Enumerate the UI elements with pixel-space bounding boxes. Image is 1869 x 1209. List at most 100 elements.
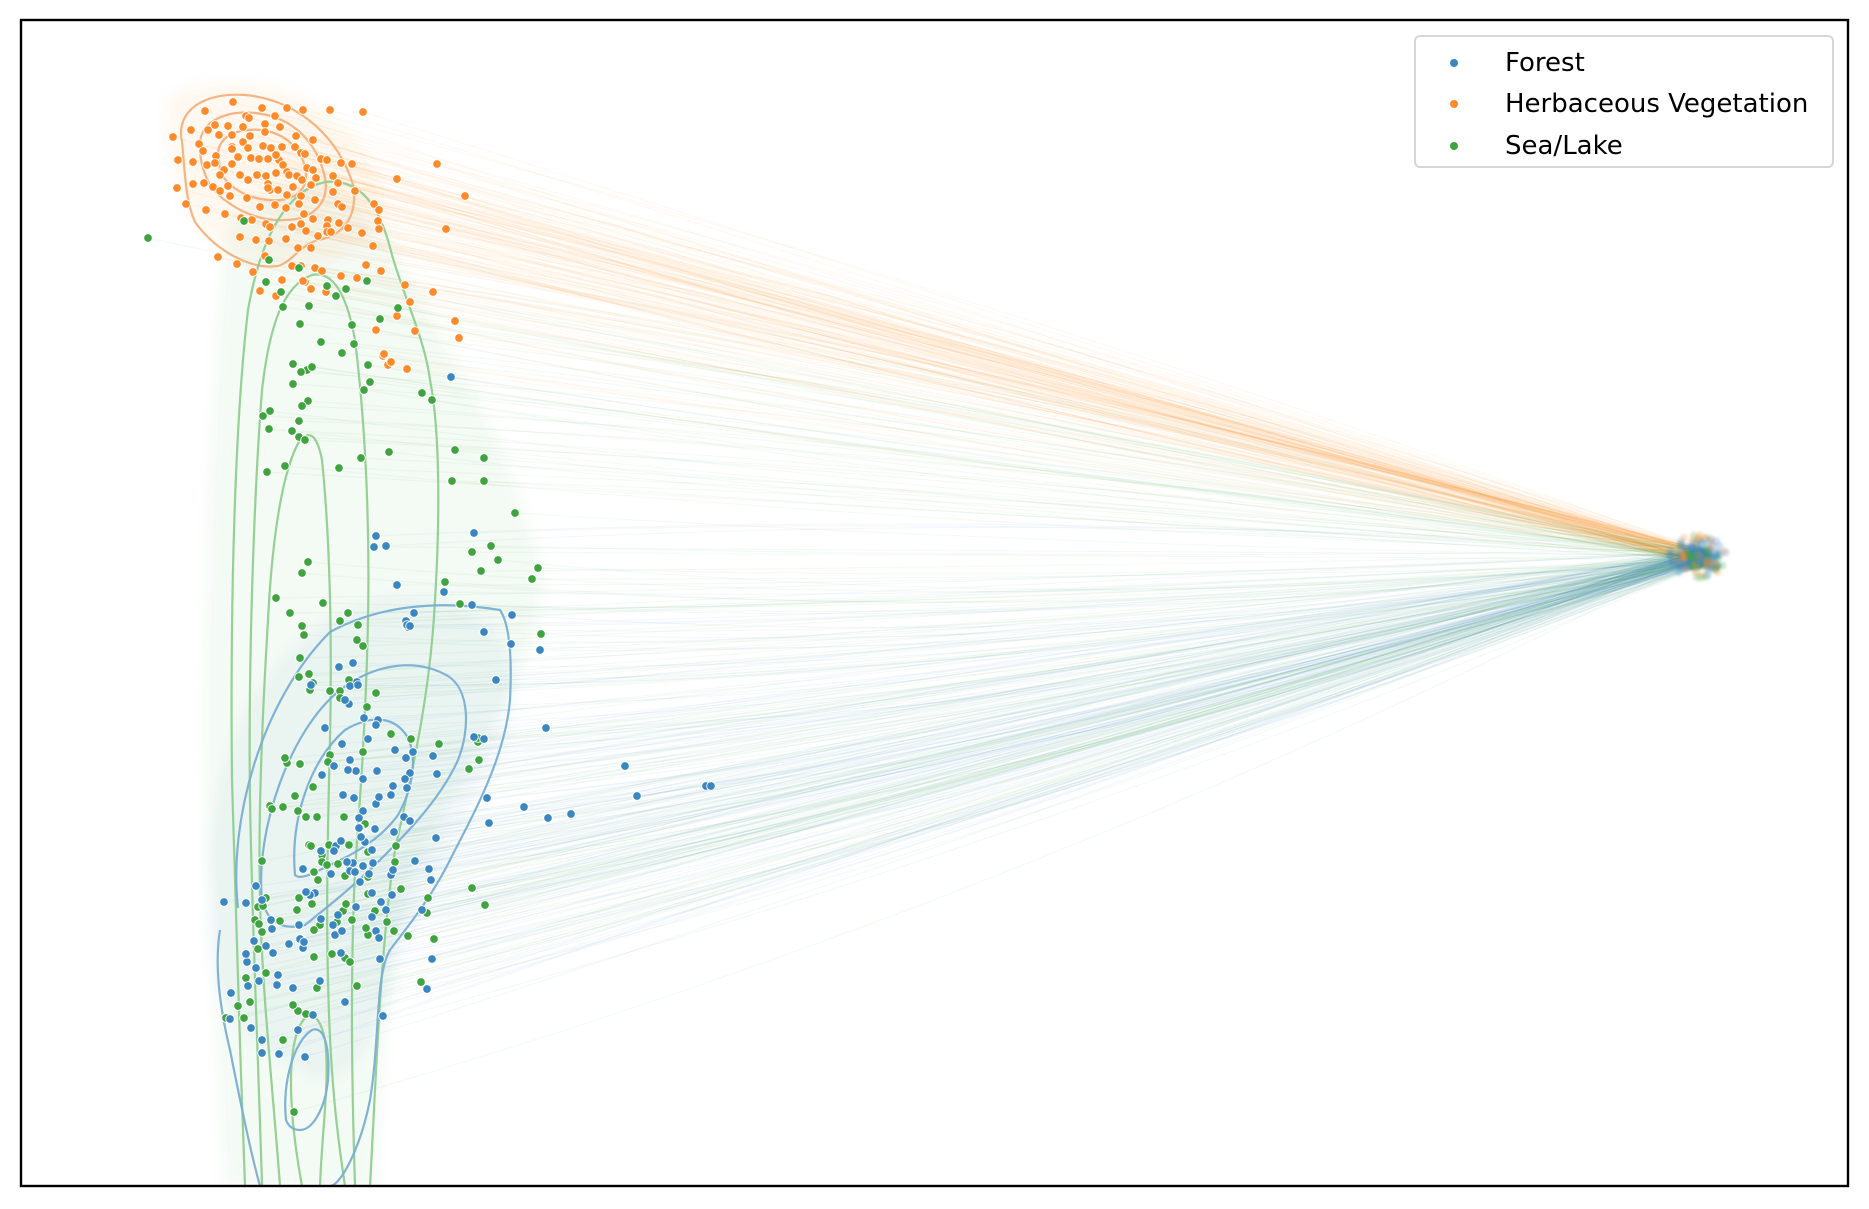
trajectory-line: [314, 267, 1700, 555]
data-point: [219, 897, 229, 907]
trajectory-line: [340, 550, 1694, 954]
trajectory-line: [333, 554, 1708, 852]
trajectory-line: [252, 271, 1711, 565]
data-point: [303, 557, 313, 567]
trajectory-line: [314, 199, 1711, 557]
trajectory-line: [406, 368, 1707, 565]
trajectory-line: [430, 561, 1707, 881]
data-point: [291, 131, 301, 141]
trajectory-line: [271, 552, 1696, 930]
trajectory-line: [369, 381, 1693, 559]
data-point: [476, 566, 486, 576]
trajectory-line: [315, 177, 1704, 559]
trajectory-line: [371, 556, 1698, 894]
origin-point: [1689, 536, 1697, 545]
trajectory-line: [374, 560, 1699, 830]
trajectory-line: [172, 136, 1706, 555]
data-point: [343, 765, 353, 775]
data-point: [358, 806, 368, 816]
data-point: [226, 988, 236, 998]
data-point: [271, 168, 281, 178]
data-point: [273, 970, 283, 980]
data-point: [254, 976, 264, 986]
data-point: [215, 170, 225, 180]
trajectory-line: [229, 558, 1694, 1020]
data-point: [386, 729, 396, 739]
data-point: [257, 1035, 267, 1045]
data-point: [294, 893, 304, 903]
data-point: [201, 205, 211, 215]
trajectory-line: [303, 213, 1699, 556]
data-point: [402, 364, 412, 374]
data-point: [352, 635, 362, 645]
data-point: [299, 937, 309, 947]
trajectory-line: [262, 549, 1699, 907]
data-point: [371, 688, 381, 698]
trajectory-line: [313, 557, 1696, 958]
data-point: [541, 723, 551, 733]
data-point: [243, 981, 253, 991]
trajectory-line: [471, 560, 1712, 889]
trajectory-line: [380, 559, 1703, 903]
data-point: [527, 574, 537, 584]
trajectory-line: [267, 183, 1702, 558]
trajectory-line: [276, 561, 1711, 986]
data-point: [336, 948, 346, 958]
data-point: [345, 755, 355, 765]
data-point: [337, 202, 347, 212]
trajectory-line: [246, 197, 1707, 563]
trajectory-line: [379, 318, 1695, 563]
legend-marker-forest-icon: [1450, 59, 1458, 67]
trajectory-line: [326, 159, 1707, 565]
trajectory-line: [339, 561, 1712, 699]
trajectory-line: [339, 558, 1710, 622]
trajectory-line: [264, 255, 1700, 552]
data-point: [440, 577, 450, 587]
trajectory-line: [303, 550, 1701, 943]
trajectory-line: [383, 353, 1702, 558]
data-point: [288, 359, 298, 369]
trajectory-line: [495, 558, 1708, 681]
trajectory-line: [409, 559, 1704, 627]
origin-point: [1673, 560, 1682, 569]
data-point: [311, 173, 321, 183]
data-point: [340, 695, 350, 705]
data-point: [365, 377, 375, 387]
trajectory-line: [247, 551, 1694, 987]
trajectory-line: [340, 162, 1697, 552]
trajectory-line: [285, 207, 1709, 561]
data-point: [251, 235, 261, 245]
data-point: [374, 933, 384, 943]
data-point: [288, 983, 298, 993]
trajectory-line: [348, 558, 1707, 705]
origin-point: [1698, 539, 1707, 548]
trajectory-line: [249, 551, 1693, 1003]
data-point: [434, 739, 444, 749]
data-point: [356, 832, 366, 842]
trajectory-line: [372, 245, 1696, 553]
trajectory-line: [277, 189, 1706, 558]
trajectory-line: [334, 549, 1707, 936]
data-point: [306, 243, 316, 253]
data-point: [351, 766, 361, 776]
data-point: [358, 107, 368, 117]
data-point: [329, 846, 339, 856]
trajectory-line: [356, 562, 1704, 650]
trajectory-line: [378, 209, 1708, 555]
trajectory-line: [360, 562, 1706, 838]
data-point: [379, 349, 389, 359]
data-point: [295, 653, 305, 663]
trajectory-line: [394, 550, 1696, 751]
data-point: [188, 157, 198, 167]
trajectory-line: [262, 145, 1699, 550]
trajectory-line: [322, 553, 1701, 608]
trajectory-line: [337, 182, 1697, 553]
trajectory-line: [306, 369, 1704, 558]
data-point: [232, 259, 242, 269]
trajectory-line: [231, 148, 1695, 564]
data-point: [416, 977, 426, 987]
data-point: [242, 957, 252, 967]
data-point: [300, 435, 310, 445]
data-point: [282, 103, 292, 113]
data-point: [186, 125, 196, 135]
